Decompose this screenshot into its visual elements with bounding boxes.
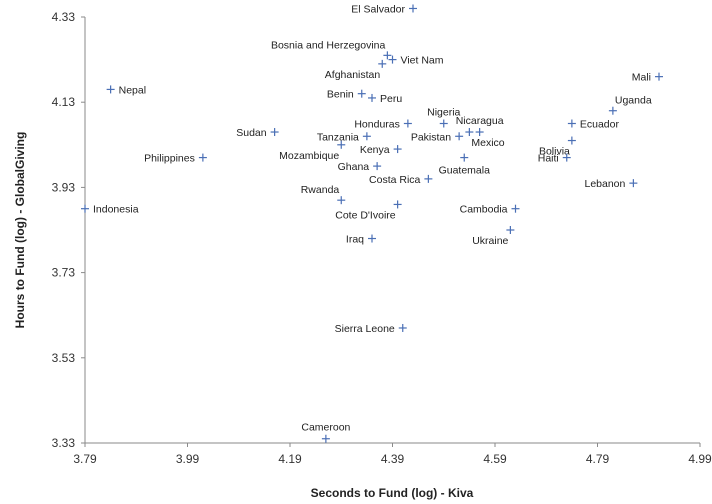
y-axis-ticks: 3.33 3.53 3.73 3.93 4.13 4.33 (52, 10, 85, 450)
point-label: Cote D'Ivoire (335, 209, 396, 221)
data-point: Sierra Leone (335, 323, 407, 335)
point-label: Ukraine (472, 235, 508, 247)
y-tick-label: 3.33 (52, 436, 76, 450)
point-label: El Salvador (351, 3, 405, 15)
point-label: Lebanon (584, 178, 625, 190)
data-point: Guatemala (439, 153, 491, 177)
data-point: Viet Nam (388, 55, 444, 67)
data-point: Sudan (236, 127, 279, 139)
data-points: El Salvador Bosnia and Herzegovina Viet Na… (81, 3, 663, 443)
data-point: Costa Rica (369, 174, 433, 186)
data-point: Lebanon (584, 178, 638, 190)
data-point: El Salvador (351, 3, 417, 15)
data-point: Honduras (354, 119, 412, 131)
x-tick-label: 4.39 (381, 452, 405, 466)
point-label: Iraq (346, 234, 364, 246)
data-point: Mexico (465, 128, 505, 149)
x-tick-label: 4.79 (586, 452, 610, 466)
data-point: Bosnia and Herzegovina (271, 39, 392, 60)
data-point: Ghana (338, 161, 382, 173)
point-label: Viet Nam (401, 55, 444, 67)
x-tick-label: 3.79 (73, 452, 97, 466)
point-label: Philippines (144, 153, 195, 165)
data-point: Indonesia (81, 204, 139, 216)
x-tick-label: 4.99 (688, 452, 712, 466)
data-point: Rwanda (301, 184, 346, 205)
point-label: Nepal (119, 84, 146, 96)
y-tick-label: 4.33 (52, 10, 76, 24)
point-label: Mali (632, 72, 651, 84)
data-point: Nigeria (427, 107, 461, 128)
data-point: Nepal (106, 84, 146, 96)
point-label: Bolivia (539, 146, 570, 158)
data-point: Cameroon (301, 422, 351, 443)
data-point: Iraq (346, 234, 376, 246)
data-point: Tanzania (317, 131, 371, 143)
data-point: Kenya (360, 144, 402, 156)
x-axis-title: Seconds to Fund (log) - Kiva (311, 486, 474, 500)
point-label: Tanzania (317, 131, 359, 143)
point-label: Cambodia (460, 204, 508, 216)
y-tick-label: 3.53 (52, 351, 76, 365)
data-point: Ukraine (472, 226, 515, 247)
point-label: Haiti (538, 153, 559, 165)
data-point: Mali (632, 72, 663, 84)
y-tick-label: 4.13 (52, 95, 76, 109)
point-label: Rwanda (301, 184, 340, 196)
point-label: Bosnia and Herzegovina (271, 39, 386, 51)
data-point: Ecuador (567, 119, 620, 131)
x-tick-label: 3.99 (176, 452, 200, 466)
data-point: Mozambique (279, 140, 346, 162)
y-tick-label: 3.93 (52, 180, 76, 194)
data-point: Cambodia (460, 204, 520, 216)
point-label: Ghana (338, 161, 370, 173)
data-point: Uganda (608, 95, 652, 115)
point-label: Pakistan (411, 131, 451, 143)
data-point: Philippines (144, 153, 207, 165)
data-point: Cote D'Ivoire (335, 200, 402, 221)
point-label: Honduras (354, 119, 400, 131)
x-tick-label: 4.19 (278, 452, 302, 466)
point-label: Benin (327, 89, 354, 101)
point-label: Nicaragua (456, 115, 504, 127)
point-label: Sierra Leone (335, 323, 395, 335)
x-axis-ticks: 3.79 3.99 4.19 4.39 4.59 4.79 4.99 (73, 443, 712, 466)
point-label: Costa Rica (369, 174, 421, 186)
data-point: Haiti (538, 153, 571, 165)
point-label: Nigeria (427, 107, 460, 119)
point-label: Cameroon (301, 422, 350, 434)
point-label: Ecuador (580, 119, 620, 131)
point-label: Afghanistan (325, 69, 381, 81)
point-label: Uganda (615, 95, 652, 107)
data-point: Peru (368, 93, 402, 105)
point-label: Mozambique (279, 150, 339, 162)
data-point: Bolivia (539, 136, 576, 158)
point-label: Indonesia (93, 204, 139, 216)
y-axis-title: Hours to Fund (log) - GlobalGiving (13, 132, 27, 329)
data-point: Nicaragua (456, 115, 504, 137)
point-label: Sudan (236, 127, 267, 139)
data-point: Pakistan (411, 131, 464, 143)
point-label: Mexico (471, 137, 504, 149)
x-tick-label: 4.59 (483, 452, 507, 466)
y-tick-label: 3.73 (52, 266, 76, 280)
point-label: Peru (380, 93, 402, 105)
data-point: Benin (327, 89, 366, 101)
point-label: Kenya (360, 144, 390, 156)
point-label: Guatemala (439, 165, 491, 177)
data-point: Afghanistan (325, 59, 387, 81)
